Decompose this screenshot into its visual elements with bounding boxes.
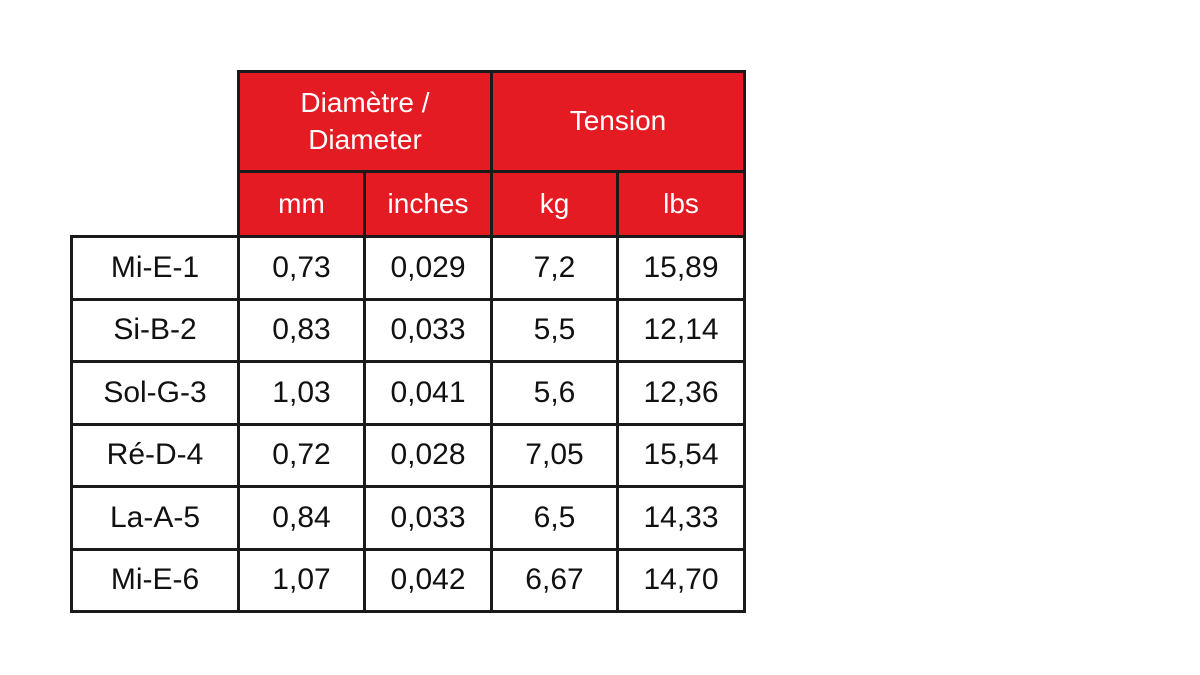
table-cell: 14,33 — [616, 485, 746, 551]
table-cell: 6,67 — [490, 547, 619, 613]
table-cell: 0,041 — [363, 360, 493, 426]
row-label: Si-B-2 — [70, 297, 240, 363]
row-label: La-A-5 — [70, 485, 240, 551]
group-header: Diamètre / Diameter — [237, 70, 493, 173]
table-cell: 1,03 — [237, 360, 366, 426]
table-cell: 12,14 — [616, 297, 746, 363]
table-cell: 5,6 — [490, 360, 619, 426]
table-cell: 0,033 — [363, 485, 493, 551]
unit-header: lbs — [616, 170, 746, 238]
table-cell: 0,029 — [363, 235, 493, 301]
table-cell: 0,83 — [237, 297, 366, 363]
table-cell: 0,72 — [237, 422, 366, 488]
row-label: Sol-G-3 — [70, 360, 240, 426]
table-cell: 14,70 — [616, 547, 746, 613]
row-label: Mi-E-6 — [70, 547, 240, 613]
table-cell: 0,033 — [363, 297, 493, 363]
table-cell: 0,042 — [363, 547, 493, 613]
unit-header: mm — [237, 170, 366, 238]
unit-header: inches — [363, 170, 493, 238]
table-cell: 15,89 — [616, 235, 746, 301]
table-cell: 5,5 — [490, 297, 619, 363]
table-cell: 7,2 — [490, 235, 619, 301]
row-label: Ré-D-4 — [70, 422, 240, 488]
table-cell: 0,73 — [237, 235, 366, 301]
table-cell: 0,028 — [363, 422, 493, 488]
table-cell: 15,54 — [616, 422, 746, 488]
table-cell: 1,07 — [237, 547, 366, 613]
table-cell: 6,5 — [490, 485, 619, 551]
group-header: Tension — [490, 70, 746, 173]
unit-header: kg — [490, 170, 619, 238]
table-cell: 12,36 — [616, 360, 746, 426]
table-cell: 7,05 — [490, 422, 619, 488]
table-cell: 0,84 — [237, 485, 366, 551]
row-label: Mi-E-1 — [70, 235, 240, 301]
